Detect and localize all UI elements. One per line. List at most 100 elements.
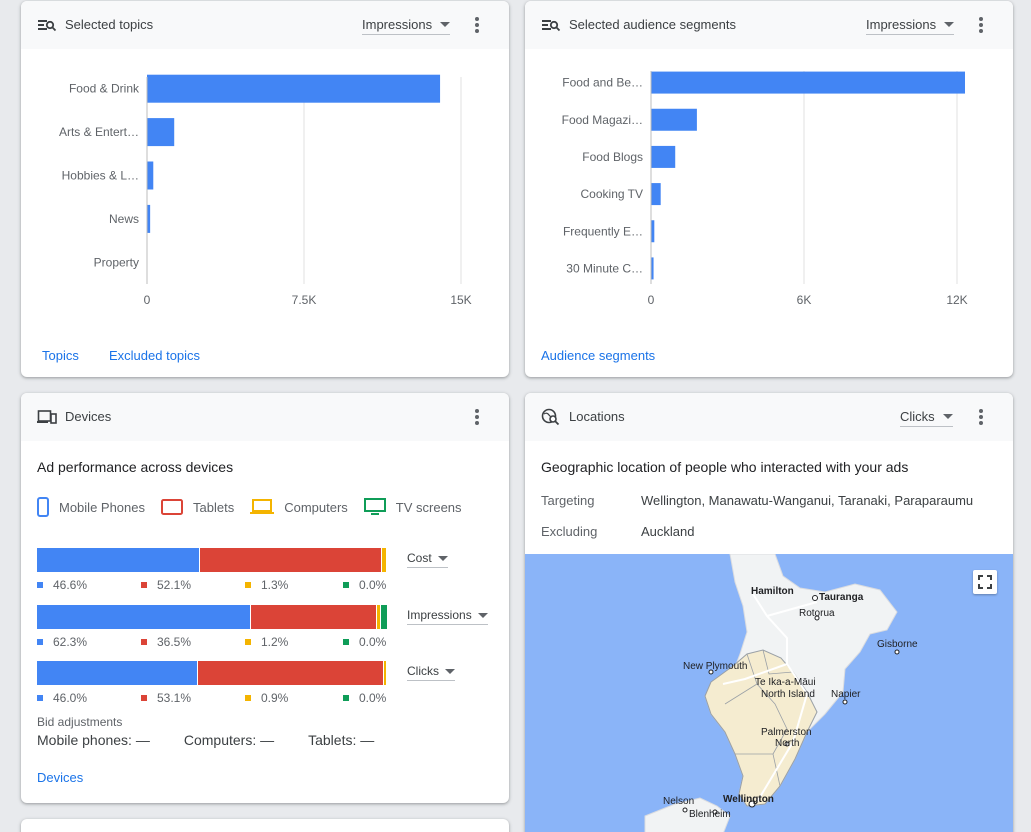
legend-square-icon bbox=[141, 639, 147, 645]
topic-category-label: Arts & Entert… bbox=[59, 125, 139, 139]
device-bar-segment bbox=[200, 548, 383, 572]
devices-link[interactable]: Devices bbox=[37, 770, 84, 785]
device-percent: 1.2% bbox=[245, 635, 288, 649]
audience-bar[interactable] bbox=[651, 183, 661, 206]
topic-category-label: Food & Drink bbox=[69, 82, 140, 96]
locations-card: Locations Clicks Geographic location of … bbox=[525, 393, 1013, 832]
map-city-label: Hamilton bbox=[751, 586, 794, 597]
map-city-label: Palmerston bbox=[761, 727, 812, 738]
map-city-label: Wellington bbox=[723, 794, 774, 805]
device-stacked-bar bbox=[37, 605, 387, 629]
audience-category-label: Frequently E… bbox=[563, 224, 643, 238]
legend-square-icon bbox=[343, 639, 349, 645]
device-percent-value: 1.3% bbox=[261, 578, 289, 592]
legend-square-icon bbox=[37, 582, 43, 588]
metric-dropdown[interactable]: Clicks bbox=[900, 409, 953, 427]
device-bar-segment bbox=[376, 605, 382, 629]
audience-bar[interactable] bbox=[651, 108, 697, 131]
device-bar-segment bbox=[198, 661, 384, 685]
more-vert-icon[interactable] bbox=[472, 407, 482, 427]
metric-dropdown[interactable]: Impressions bbox=[866, 17, 955, 35]
device-percent: 53.1% bbox=[141, 691, 191, 705]
map-city-label: Te Ika-a-Māui bbox=[755, 677, 816, 688]
more-vert-icon[interactable] bbox=[472, 15, 482, 35]
audience-bar[interactable] bbox=[651, 257, 654, 280]
devices-legend: Mobile Phones Tablets Computers TV scree… bbox=[37, 497, 478, 517]
metric-dropdown[interactable]: Impressions bbox=[362, 17, 451, 35]
locations-subtitle: Geographic location of people who intera… bbox=[541, 459, 909, 475]
selected-topics-card: Selected topics Impressions 0 7.5K 15K Food… bbox=[21, 1, 509, 377]
topic-category-label: Hobbies & L… bbox=[62, 169, 139, 183]
device-percent-value: 0.0% bbox=[359, 635, 387, 649]
audience-x-tick-label: 6K bbox=[797, 293, 812, 307]
map-canvas: Hamilton Tauranga Rotorua Gisborne New P… bbox=[644, 553, 918, 832]
legend-label: Mobile Phones bbox=[59, 499, 145, 515]
device-percent-value: 46.0% bbox=[53, 691, 88, 705]
audience-category-label: 30 Minute C… bbox=[566, 261, 643, 275]
caret-down-icon bbox=[445, 668, 455, 674]
device-percent-value: 0.9% bbox=[261, 691, 289, 705]
map-city-label: New Plymouth bbox=[683, 661, 747, 672]
device-percent-value: 0.0% bbox=[359, 691, 387, 705]
more-vert-icon[interactable] bbox=[976, 15, 986, 35]
legend-label: Tablets bbox=[193, 499, 235, 515]
audience-category-label: Cooking TV bbox=[581, 187, 643, 201]
topic-bar[interactable] bbox=[147, 161, 154, 190]
excluded-topics-link[interactable]: Excluded topics bbox=[109, 348, 201, 363]
map-city-label: Rotorua bbox=[799, 608, 835, 619]
topic-category-label: News bbox=[109, 212, 139, 226]
device-percent: 0.0% bbox=[343, 578, 386, 592]
bid-adjustments-title: Bid adjustments bbox=[37, 715, 123, 729]
card-title: Locations bbox=[569, 409, 625, 424]
devices-icon bbox=[37, 410, 57, 424]
audience-segments-link[interactable]: Audience segments bbox=[541, 348, 656, 363]
fullscreen-button[interactable] bbox=[973, 570, 997, 594]
device-percent: 0.0% bbox=[343, 635, 386, 649]
topics-link[interactable]: Topics bbox=[42, 348, 79, 363]
legend-square-icon bbox=[37, 639, 43, 645]
legend-square-icon bbox=[141, 582, 147, 588]
legend-square-icon bbox=[245, 639, 251, 645]
device-bar-segment bbox=[251, 605, 377, 629]
device-metric-dropdown[interactable]: Clicks bbox=[407, 664, 455, 681]
legend-label: Computers bbox=[284, 499, 348, 515]
metric-dropdown-label: Impressions bbox=[362, 17, 433, 32]
metric-dropdown-label: Clicks bbox=[900, 409, 935, 424]
device-metric-label: Cost bbox=[407, 551, 432, 565]
topic-bar[interactable] bbox=[147, 118, 175, 147]
audience-bar[interactable] bbox=[651, 145, 676, 168]
fullscreen-icon bbox=[978, 575, 992, 589]
topic-search-icon bbox=[38, 20, 57, 32]
device-percent-value: 46.6% bbox=[53, 578, 88, 592]
device-metric-dropdown[interactable]: Impressions bbox=[407, 608, 488, 625]
legend-square-icon bbox=[343, 582, 349, 588]
card-header: Devices bbox=[21, 393, 509, 441]
location-map[interactable]: Hamilton Tauranga Rotorua Gisborne New P… bbox=[525, 553, 1013, 832]
audience-category-label: Food and Be… bbox=[562, 76, 643, 90]
laptop-icon bbox=[250, 499, 275, 514]
audience-bar[interactable] bbox=[651, 71, 965, 94]
card-title: Selected audience segments bbox=[569, 17, 736, 32]
device-metric-dropdown[interactable]: Cost bbox=[407, 551, 448, 568]
next-card-partial bbox=[21, 819, 509, 832]
audience-x-tick-label: 12K bbox=[946, 293, 967, 307]
topic-bar[interactable] bbox=[147, 204, 151, 233]
device-percent-value: 36.5% bbox=[157, 635, 192, 649]
bid-computers: Computers: — bbox=[183, 732, 275, 748]
legend-tv-screens: TV screens bbox=[363, 498, 462, 516]
bid-tablets: Tablets: — bbox=[308, 732, 375, 748]
map-city-label: Gisborne bbox=[877, 639, 918, 650]
device-bar-segment bbox=[37, 661, 198, 685]
audience-bar[interactable] bbox=[651, 220, 655, 243]
legend-mobile-phones: Mobile Phones bbox=[37, 497, 145, 517]
legend-tablets: Tablets bbox=[161, 499, 234, 515]
device-percent: 1.3% bbox=[245, 578, 288, 592]
legend-square-icon bbox=[37, 695, 43, 701]
more-vert-icon[interactable] bbox=[976, 407, 986, 427]
legend-computers: Computers bbox=[250, 499, 348, 515]
audience-category-label: Food Blogs bbox=[582, 150, 643, 164]
bid-adjustments-values: Mobile phones: — Computers: — Tablets: — bbox=[37, 732, 408, 748]
device-bar-segment bbox=[383, 661, 387, 685]
topic-bar[interactable] bbox=[147, 74, 441, 103]
caret-down-icon bbox=[440, 22, 451, 27]
